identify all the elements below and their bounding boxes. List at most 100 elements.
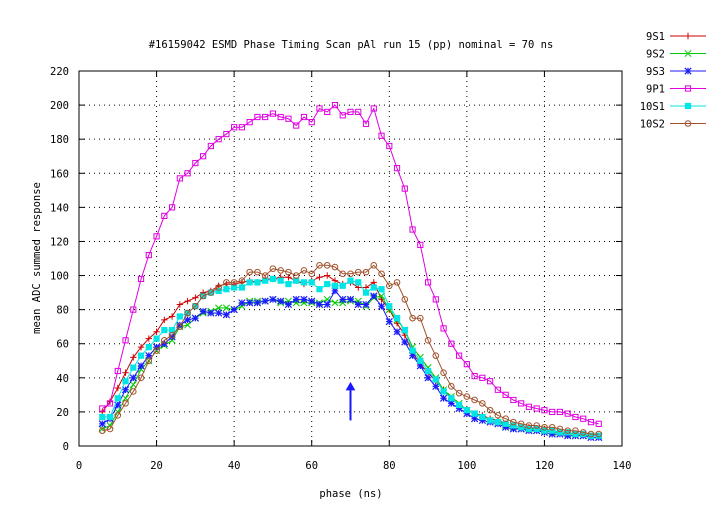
data-point-10s2 [308,270,316,278]
data-point-10s2 [362,268,370,276]
data-point-10s2 [448,383,455,390]
data-point-9s1 [192,294,199,301]
data-point-10s2 [494,412,502,419]
data-point-9s3 [300,295,308,304]
data-point-10s1 [339,282,346,289]
data-point-9s1 [161,316,168,324]
data-point-10s2 [184,309,191,317]
data-point-9s3 [362,300,370,309]
data-point-9p1 [347,108,354,116]
data-point-10s2 [510,418,517,426]
data-point-9p1 [580,415,587,422]
data-point-9p1 [106,400,114,407]
x-tick-label: 80 [383,460,396,472]
data-point-9s3 [315,300,324,309]
data-point-9p1 [533,405,540,412]
legend: 9S1 9S2 9S3 9P1 10S1 10S2 [640,31,706,131]
data-point-9p1 [331,101,339,109]
data-point-9p1 [424,279,432,286]
data-point-10s1 [432,376,439,383]
data-point-9p1 [339,112,346,119]
data-point-10s2 [595,430,603,438]
data-point-9s3 [277,297,285,305]
data-point-9s3 [191,314,199,322]
data-point-9p1 [207,142,214,150]
data-point-9p1 [456,352,463,359]
data-point-9s1 [168,313,176,320]
data-point-9p1 [572,413,579,421]
data-point-9p1 [200,153,207,160]
data-point-9p1 [130,306,137,313]
legend-label-10s2: 10S2 [640,119,665,131]
x-tick-label: 60 [305,460,318,472]
data-point-10s1 [114,395,121,402]
data-point-10s1 [331,282,339,289]
data-point-10s1 [215,287,222,294]
data-point-10s1 [316,286,323,293]
data-point-9s1 [324,272,331,279]
data-point-9s3 [354,300,362,309]
legend-label-10s1: 10S1 [640,101,665,113]
data-point-10s2 [440,369,447,377]
data-point-9p1 [440,325,447,332]
legend-item-10s2: 10S2 [640,119,706,131]
data-point-10s2 [261,272,269,279]
data-point-9p1 [176,175,183,182]
data-point-9s3 [370,292,378,300]
data-point-9p1 [541,407,548,414]
data-point-9p1 [122,337,129,344]
series-line-9p1 [102,104,599,425]
x-axis-label: phase (ns) [319,488,382,500]
data-point-10s2 [409,314,416,322]
data-point-9p1 [479,374,486,381]
data-point-9s1 [122,369,129,376]
data-point-10s2 [347,270,354,278]
data-point-9p1 [393,165,401,172]
data-point-10s1 [393,315,401,322]
data-point-10s2 [199,292,207,300]
data-point-10s2 [114,412,122,419]
data-point-9s3 [323,300,331,309]
data-point-10s1 [308,279,315,286]
data-point-10s1 [533,425,540,433]
data-point-10s1 [487,417,494,424]
data-point-9s3 [284,300,293,309]
data-point-9s3 [308,297,316,305]
data-point-10s2 [238,277,246,284]
series-10s2 [98,262,603,438]
data-point-9p1 [525,403,533,410]
data-point-9p1 [448,340,455,347]
data-point-10s2 [331,263,339,271]
data-point-9s3 [238,299,246,307]
data-point-10s2 [323,262,331,269]
y-tick-label: 80 [56,305,69,317]
data-point-9s3 [424,374,432,382]
data-point-10s2 [378,270,385,278]
x-tick-label: 100 [457,460,476,472]
data-point-9p1 [308,119,315,126]
data-point-9s2 [137,365,145,373]
y-tick-label: 100 [50,271,69,283]
series-layer [98,101,603,442]
data-point-9p1 [471,373,478,380]
data-point-9s3 [230,306,238,314]
data-point-10s2 [370,262,378,269]
y-tick-label: 0 [63,441,69,453]
data-point-10s1 [494,419,501,426]
annotation [345,381,356,421]
data-point-9p1 [285,115,292,122]
data-point-10s2 [292,272,300,279]
data-point-9s3 [207,309,215,317]
legend-item-10s1: 10S1 [640,101,706,113]
data-point-10s2 [455,389,463,397]
legend-item-9s3: 9S3 [646,66,706,78]
data-point-9p1 [137,275,145,283]
data-point-10s1 [238,284,246,291]
data-point-10s2 [417,314,424,322]
data-point-10s1 [549,427,556,434]
data-point-10s1 [572,430,579,438]
data-point-9p1 [494,386,501,393]
data-point-9p1 [487,378,494,385]
